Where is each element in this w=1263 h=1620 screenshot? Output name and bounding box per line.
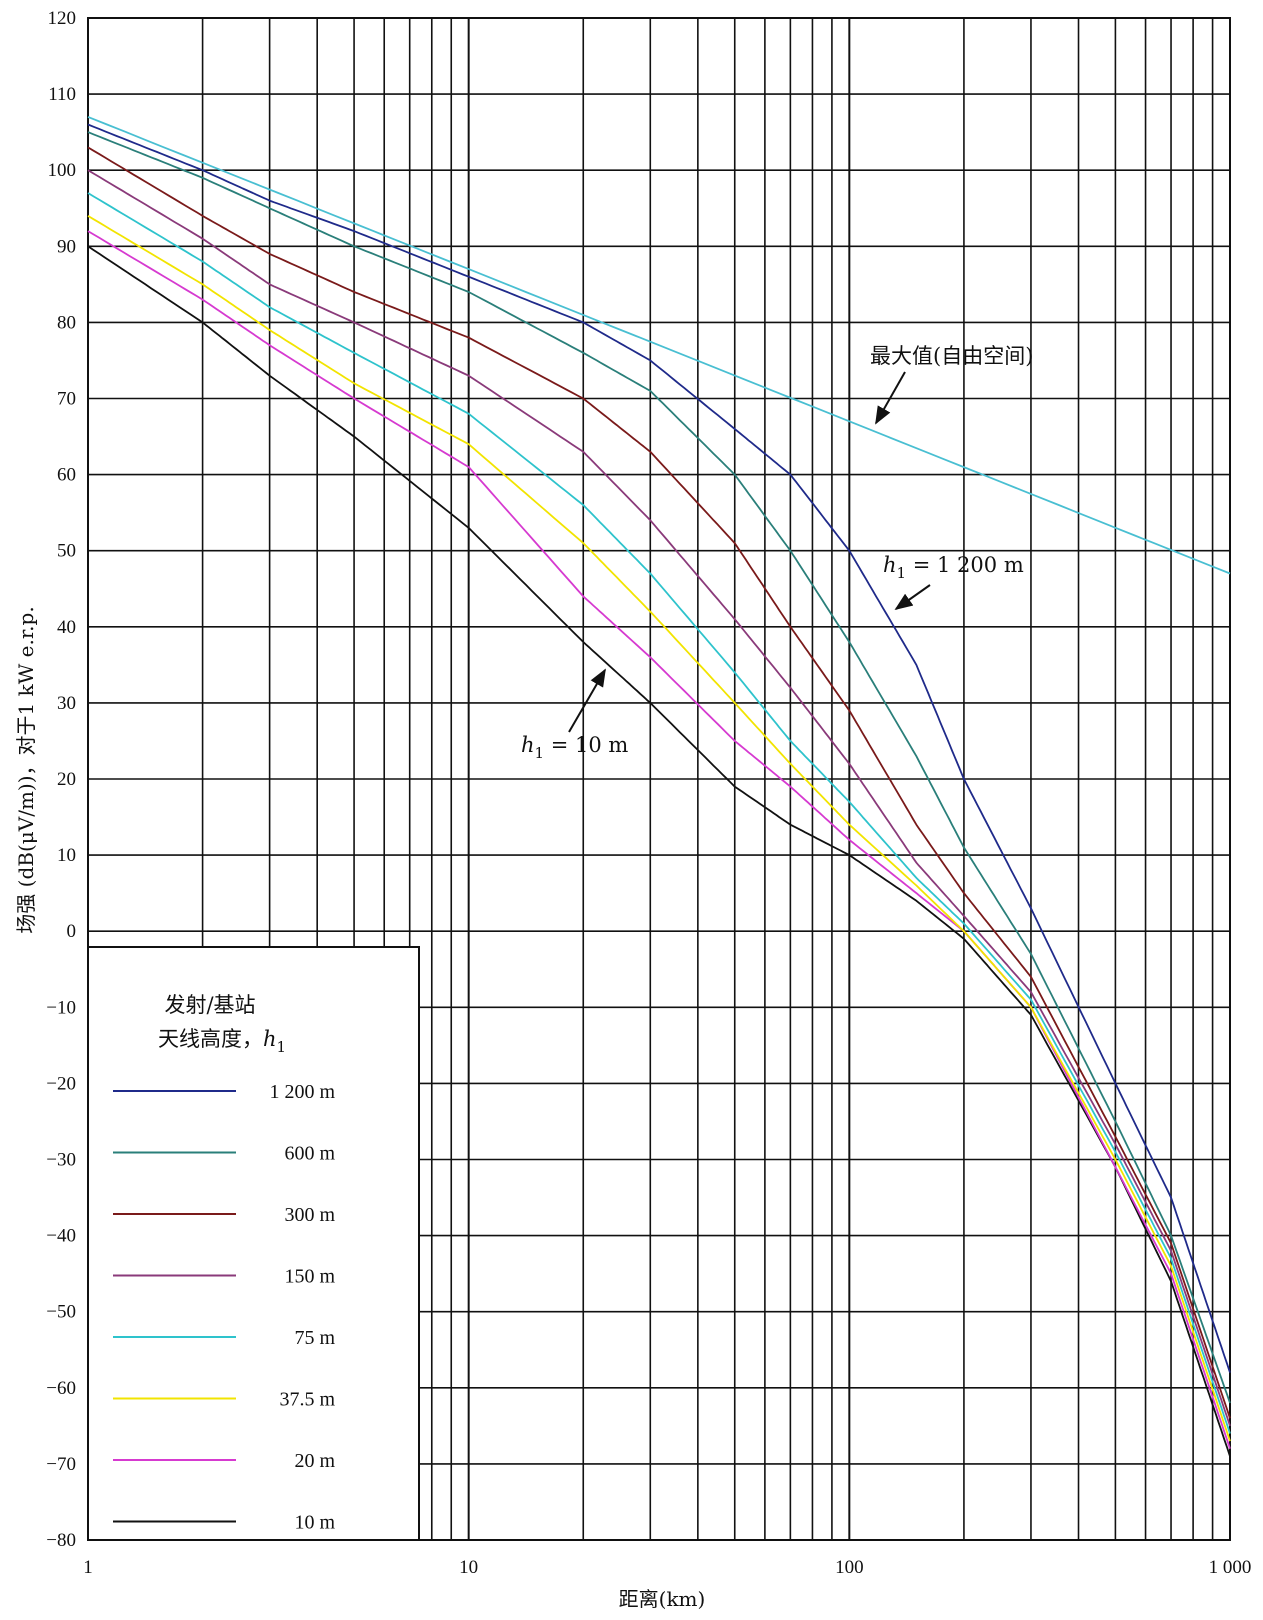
legend-label: 75 m bbox=[294, 1327, 335, 1349]
series-line bbox=[87, 245, 1231, 1457]
x-tick-label: 10 bbox=[459, 1557, 478, 1578]
series-line bbox=[87, 230, 1231, 1449]
legend-label: 10 m bbox=[294, 1512, 335, 1534]
annotation-free-space: 最大值(自由空间) bbox=[870, 344, 1033, 368]
legend-label: 37.5 m bbox=[279, 1389, 335, 1411]
y-tick-label: 40 bbox=[57, 617, 76, 638]
y-tick-label: 30 bbox=[57, 693, 76, 714]
legend-label: 300 m bbox=[284, 1204, 335, 1226]
annotation-h1-1200: h1 = 1 200 m bbox=[883, 553, 1024, 582]
y-tick-label: −60 bbox=[46, 1378, 76, 1399]
annotation-h1-10: h1 = 10 m bbox=[521, 733, 628, 762]
legend-label: 150 m bbox=[284, 1266, 335, 1288]
y-tick-label: 80 bbox=[57, 312, 76, 333]
y-tick-label: 20 bbox=[57, 769, 76, 790]
annotation-free-space-arrow bbox=[875, 371, 906, 425]
plot-frame bbox=[87, 17, 1231, 1541]
y-tick-label: 110 bbox=[48, 84, 76, 105]
series-line bbox=[87, 116, 1231, 575]
legend-box bbox=[87, 946, 420, 1541]
legend-title-line2: 天线高度，h1 bbox=[158, 1027, 286, 1056]
y-tick-label: −50 bbox=[46, 1302, 76, 1323]
legend-label: 20 m bbox=[294, 1450, 335, 1472]
series-lines bbox=[87, 116, 1231, 1457]
annotation-h1-10-arrow bbox=[568, 668, 606, 733]
y-tick-label: 50 bbox=[57, 541, 76, 562]
y-tick-label: 100 bbox=[48, 160, 77, 181]
annotation-h1-1200-arrow bbox=[894, 584, 931, 611]
y-tick-label: −10 bbox=[46, 997, 76, 1018]
series-line bbox=[87, 192, 1231, 1434]
y-tick-label: 10 bbox=[57, 845, 76, 866]
y-tick-label: 90 bbox=[57, 236, 76, 257]
series-line bbox=[87, 131, 1231, 1404]
series-line bbox=[87, 215, 1231, 1442]
tick-labels: 1201101009080706050403020100−10−20−30−40… bbox=[46, 8, 1251, 1578]
annotations: 最大值(自由空间) h1 = 1 200 m h1 = 10 m bbox=[521, 344, 1033, 762]
y-tick-label: −40 bbox=[46, 1226, 76, 1247]
legend-items: 1 200 m 600 m 300 m 150 m 75 m 37.5 m 20 m 10 m bbox=[113, 1081, 335, 1534]
x-tick-label: 100 bbox=[835, 1557, 864, 1578]
y-tick-label: 120 bbox=[48, 8, 77, 29]
series-line bbox=[87, 169, 1231, 1427]
y-tick-label: −70 bbox=[46, 1454, 76, 1475]
y-tick-label: 60 bbox=[57, 465, 76, 486]
y-tick-label: 0 bbox=[67, 921, 77, 942]
legend: 发射/基站 天线高度，h1 1 200 m 600 m 300 m 150 m 75 m… bbox=[87, 946, 420, 1541]
legend-title-line1: 发射/基站 bbox=[164, 993, 255, 1017]
y-tick-label: 70 bbox=[57, 389, 76, 410]
legend-label: 600 m bbox=[284, 1143, 335, 1165]
grid bbox=[87, 17, 1231, 1541]
x-tick-label: 1 bbox=[83, 1557, 93, 1578]
x-tick-label: 1 000 bbox=[1209, 1557, 1252, 1578]
y-tick-label: −20 bbox=[46, 1073, 76, 1094]
series-line bbox=[87, 146, 1231, 1419]
y-tick-label: −80 bbox=[46, 1530, 76, 1551]
x-axis-title: 距离(km) bbox=[619, 1587, 706, 1611]
series-line bbox=[87, 123, 1231, 1373]
y-axis-title: 场强 (dB(μV/m))，对于1 kW e.r.p. bbox=[14, 606, 38, 933]
legend-label: 1 200 m bbox=[269, 1081, 335, 1103]
y-tick-label: −30 bbox=[46, 1150, 76, 1171]
